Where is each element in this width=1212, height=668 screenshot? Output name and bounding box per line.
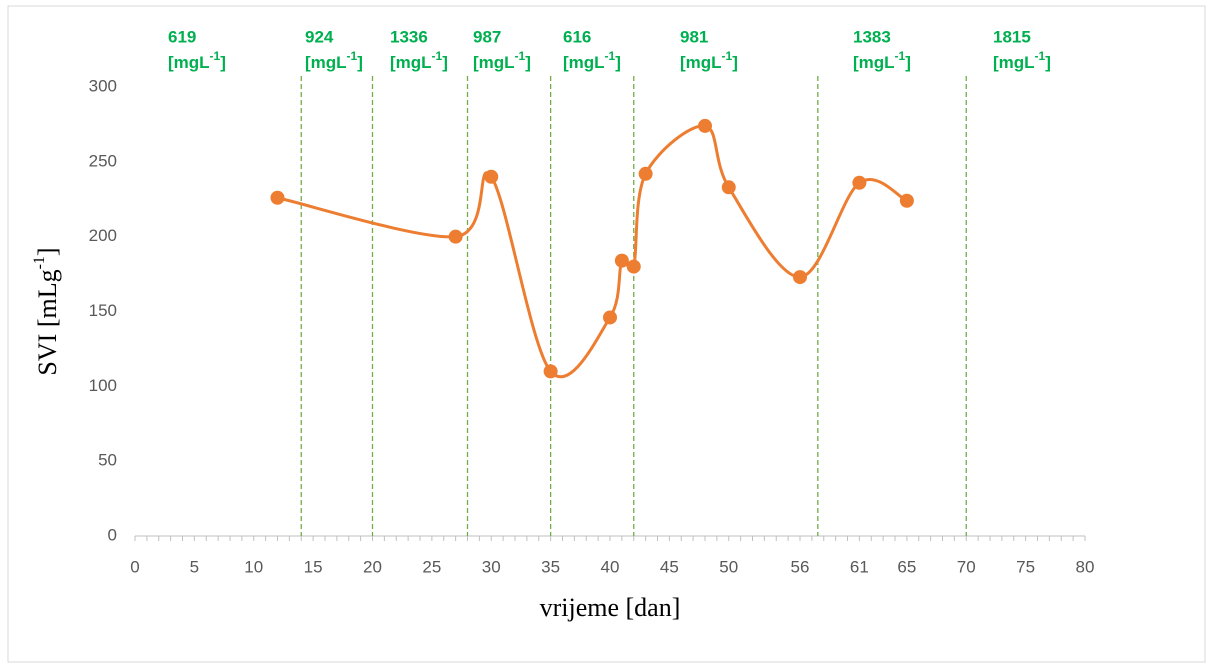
x-tick-label: 25	[422, 557, 441, 576]
unit-text: [mgL	[563, 53, 605, 72]
annotation-unit: [mgL-1]	[305, 49, 363, 72]
x-tick-label: 30	[482, 557, 501, 576]
annotation-unit: [mgL-1]	[473, 49, 531, 72]
annotation-unit: [mgL-1]	[680, 49, 738, 72]
unit-text: [mgL	[680, 53, 722, 72]
unit-sup: -1	[605, 49, 616, 63]
unit-text: ]	[442, 53, 448, 72]
y-tick-label: 50	[98, 451, 117, 470]
chart-border	[7, 5, 1206, 663]
unit-sup: -1	[347, 49, 358, 63]
annotation-value: 987	[473, 27, 501, 46]
annotation-value: 1383	[853, 27, 891, 46]
unit-text: [mgL	[473, 53, 515, 72]
x-tick-label: 5	[190, 557, 199, 576]
x-tick-label: 15	[304, 557, 323, 576]
annotation-value: 619	[168, 27, 196, 46]
data-point	[614, 253, 629, 268]
x-tick-label: 75	[1016, 557, 1035, 576]
unit-text: ]	[525, 53, 531, 72]
unit-text: ]	[220, 53, 226, 72]
annotation-unit: [mgL-1]	[853, 49, 911, 72]
y-label-text: ]	[33, 247, 62, 256]
data-point	[603, 310, 617, 325]
x-tick-label: 45	[660, 557, 679, 576]
y-tick-label: 250	[89, 151, 117, 170]
x-axis-title: vrijeme [dan]	[540, 593, 681, 622]
unit-text: [mgL	[853, 53, 895, 72]
x-tick-label: 50	[719, 557, 738, 576]
annotation-unit: [mgL-1]	[390, 49, 448, 72]
annotation-unit: [mgL-1]	[563, 49, 621, 72]
y-tick-label: 300	[89, 76, 117, 95]
y-label-text: SVI [mLg	[33, 269, 62, 375]
data-point	[626, 259, 641, 274]
unit-text: [mgL	[390, 53, 432, 72]
x-tick-label: 61	[850, 557, 869, 576]
data-point	[698, 118, 712, 133]
unit-sup: -1	[515, 49, 526, 63]
x-tick-label: 70	[957, 557, 976, 576]
y-tick-label: 0	[108, 525, 117, 544]
unit-sup: -1	[432, 49, 443, 63]
y-tick-label: 100	[89, 376, 117, 395]
x-tick-label: 0	[130, 557, 139, 576]
unit-text: [mgL	[993, 53, 1035, 72]
unit-sup: -1	[722, 49, 733, 63]
x-tick-label: 10	[244, 557, 263, 576]
x-tick-label: 40	[601, 557, 620, 576]
x-tick-label: 35	[541, 557, 560, 576]
annotation-unit: [mgL-1]	[993, 49, 1051, 72]
unit-sup: -1	[1035, 49, 1046, 63]
y-label-sup: -1	[31, 256, 48, 269]
data-point	[638, 166, 653, 181]
unit-text: ]	[357, 53, 363, 72]
unit-text: [mgL	[305, 53, 347, 72]
x-tick-label: 65	[897, 557, 916, 576]
unit-text: ]	[732, 53, 738, 72]
unit-text: [mgL	[168, 53, 210, 72]
data-point	[793, 270, 807, 285]
data-point	[448, 229, 463, 244]
data-point	[721, 180, 736, 195]
y-tick-label: 200	[89, 226, 117, 245]
y-axis-title: SVI [mLg-1]	[31, 247, 62, 375]
annotation-value: 1815	[993, 27, 1031, 46]
data-point	[899, 193, 914, 208]
y-tick-label: 150	[89, 301, 117, 320]
unit-text: ]	[615, 53, 621, 72]
annotation-value: 981	[680, 27, 708, 46]
data-point	[543, 364, 558, 379]
annotation-value: 616	[563, 27, 591, 46]
annotation-unit: [mgL-1]	[168, 49, 226, 72]
unit-sup: -1	[895, 49, 906, 63]
x-tick-label: 56	[791, 557, 810, 576]
x-tick-label: 20	[363, 557, 382, 576]
annotation-value: 924	[305, 27, 334, 46]
data-point	[484, 169, 499, 184]
annotation-value: 1336	[390, 27, 428, 46]
unit-text: ]	[905, 53, 911, 72]
unit-text: ]	[1045, 53, 1051, 72]
data-point	[852, 175, 867, 190]
unit-sup: -1	[210, 49, 221, 63]
x-tick-label: 80	[1076, 557, 1095, 576]
data-point	[270, 190, 285, 205]
